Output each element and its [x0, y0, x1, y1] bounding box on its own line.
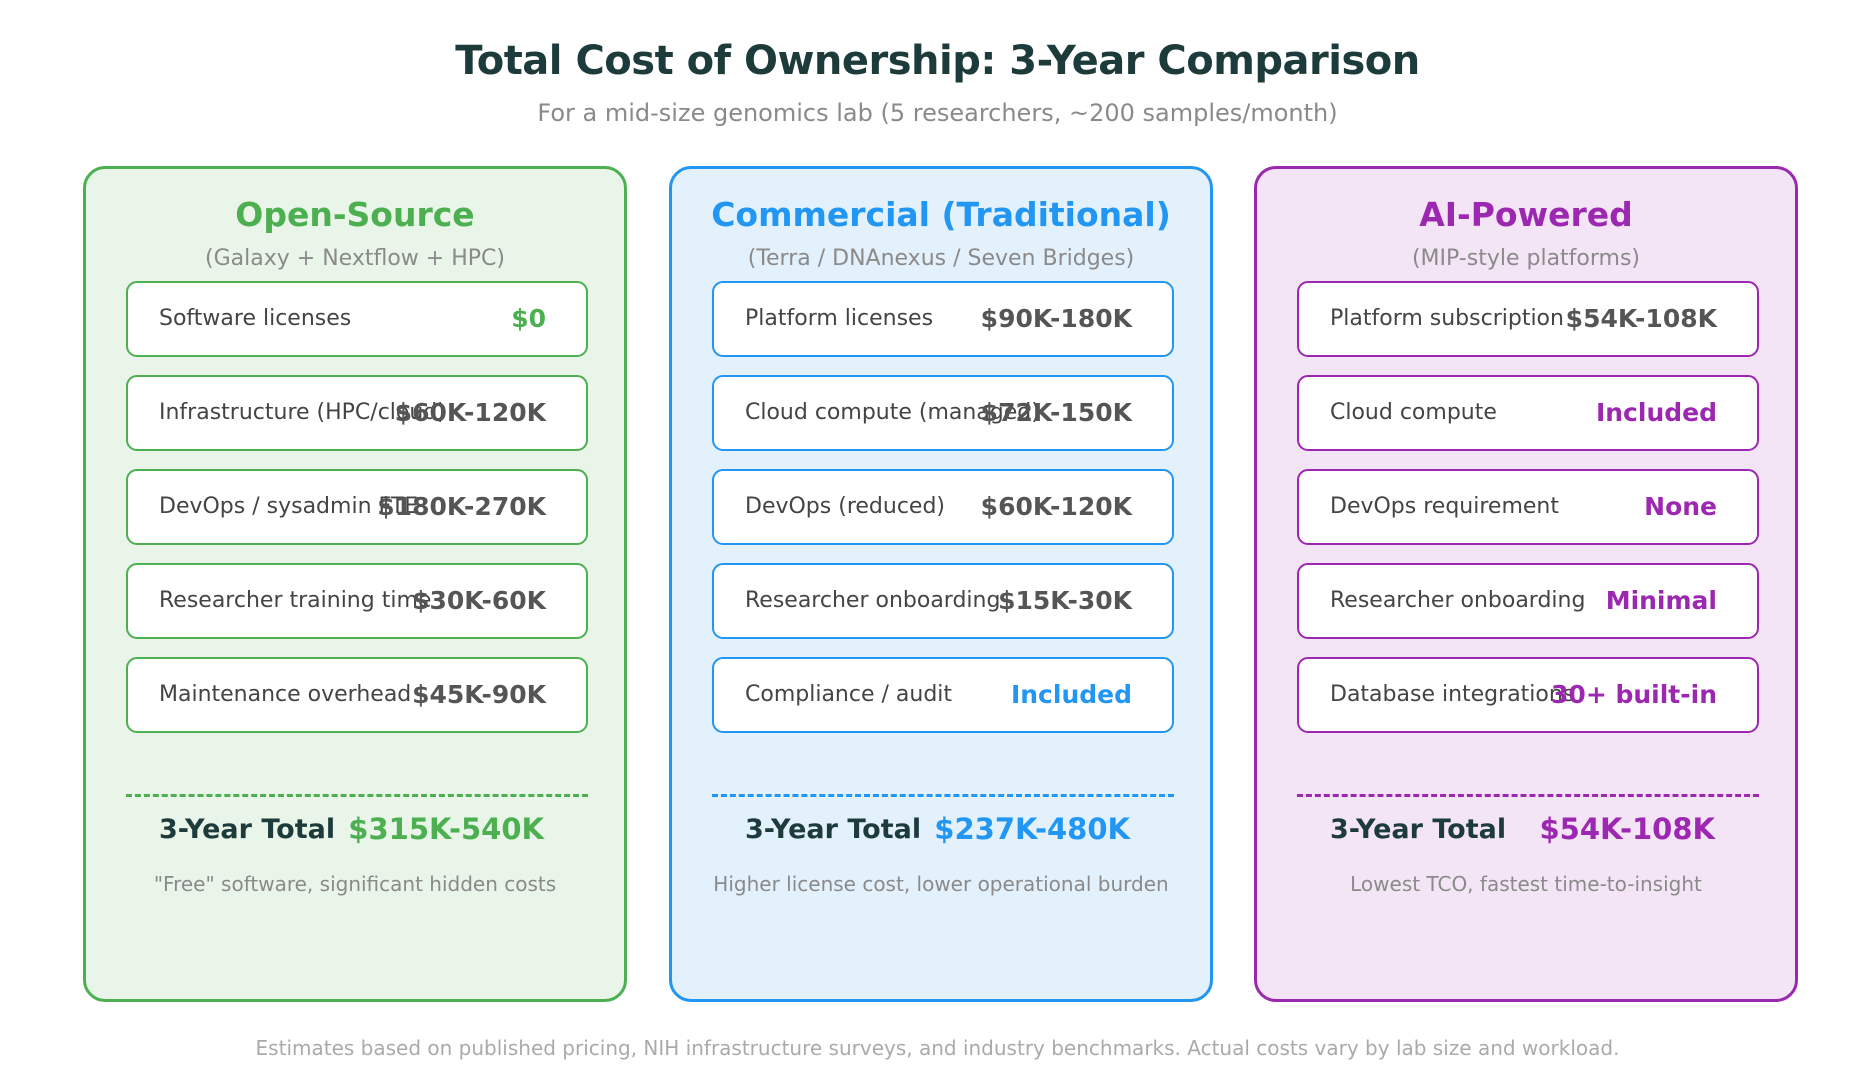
total-value: $315K-540K — [348, 812, 544, 846]
panel-ai-powered: AI-Powered (MIP-style platforms) Platfor… — [1254, 166, 1798, 1002]
dashed-divider — [1297, 794, 1759, 797]
cost-row-compliance: Compliance / audit Included — [712, 657, 1174, 733]
cost-row-value: Minimal — [1605, 586, 1717, 615]
cost-row-maintenance: Maintenance overhead $45K-90K — [126, 657, 588, 733]
panel-note: Lowest TCO, fastest time-to-insight — [1350, 872, 1702, 896]
cost-row-value: $54K-108K — [1565, 304, 1717, 333]
panel-subtitle: (Galaxy + Nextflow + HPC) — [205, 246, 505, 271]
cost-row-devops: DevOps (reduced) $60K-120K — [712, 469, 1174, 545]
cost-row-label: Maintenance overhead — [159, 682, 412, 707]
cost-row-devops: DevOps / sysadmin FTE $180K-270K — [126, 469, 588, 545]
cost-row-label: Researcher training time — [159, 588, 432, 613]
cost-row-value: $72K-150K — [980, 398, 1132, 427]
panel-subtitle: (MIP-style platforms) — [1411, 246, 1641, 271]
dashed-divider — [712, 794, 1174, 797]
cost-row-label: Platform subscription — [1330, 306, 1564, 331]
cost-row-database-integrations: Database integrations 30+ built-in — [1297, 657, 1759, 733]
cost-row-software-licenses: Software licenses $0 — [126, 281, 588, 357]
cost-row-label: Compliance / audit — [745, 682, 953, 707]
cost-row-label: Cloud compute — [1330, 400, 1497, 425]
total-value: $237K-480K — [934, 812, 1130, 846]
cost-row-label: Infrastructure (HPC/cloud) — [159, 400, 446, 425]
total-value: $54K-108K — [1539, 812, 1715, 846]
cost-row-cloud-compute: Cloud compute (managed) $72K-150K — [712, 375, 1174, 451]
total-label: 3-Year Total — [159, 814, 336, 845]
panel-title: Commercial (Traditional) — [711, 195, 1171, 234]
cost-row-value: $15K-30K — [998, 586, 1132, 615]
cost-row-value: $45K-90K — [412, 680, 546, 709]
total-label: 3-Year Total — [1330, 814, 1507, 845]
cost-row-cloud-compute: Cloud compute Included — [1297, 375, 1759, 451]
cost-row-training: Researcher training time $30K-60K — [126, 563, 588, 639]
cost-row-label: Researcher onboarding — [1330, 588, 1586, 613]
cost-row-devops: DevOps requirement None — [1297, 469, 1759, 545]
cost-row-label: Cloud compute (managed) — [745, 400, 1040, 425]
cost-row-infrastructure: Infrastructure (HPC/cloud) $60K-120K — [126, 375, 588, 451]
cost-row-value: Included — [1595, 398, 1717, 427]
panel-title: AI-Powered — [1419, 195, 1633, 234]
panel-title: Open-Source — [235, 195, 475, 234]
cost-row-onboarding: Researcher onboarding Minimal — [1297, 563, 1759, 639]
cost-row-platform-licenses: Platform licenses $90K-180K — [712, 281, 1174, 357]
cost-row-label: Database integrations — [1330, 682, 1575, 707]
cost-row-label: Researcher onboarding — [745, 588, 1001, 613]
cost-row-value: $0 — [511, 304, 546, 333]
panel-note: "Free" software, significant hidden cost… — [153, 872, 557, 896]
panel-commercial: Commercial (Traditional) (Terra / DNAnex… — [669, 166, 1213, 1002]
cost-row-value: $60K-120K — [394, 398, 546, 427]
cost-row-label: Software licenses — [159, 306, 352, 331]
cost-row-value: 30+ built-in — [1551, 680, 1717, 709]
cost-row-label: Platform licenses — [745, 306, 934, 331]
cost-row-label: DevOps (reduced) — [745, 494, 945, 519]
cost-row-value: $30K-60K — [412, 586, 546, 615]
panel-note: Higher license cost, lower operational b… — [713, 872, 1169, 896]
page-title: Total Cost of Ownership: 3-Year Comparis… — [455, 38, 1420, 84]
panel-subtitle: (Terra / DNAnexus / Seven Bridges) — [747, 246, 1135, 271]
total-label: 3-Year Total — [745, 814, 922, 845]
cost-row-label: DevOps / sysadmin FTE — [159, 494, 419, 519]
cost-row-onboarding: Researcher onboarding $15K-30K — [712, 563, 1174, 639]
panel-open-source: Open-Source (Galaxy + Nextflow + HPC) So… — [83, 166, 627, 1002]
cost-row-value: $90K-180K — [980, 304, 1132, 333]
cost-row-label: DevOps requirement — [1330, 494, 1559, 519]
cost-row-value: $180K-270K — [377, 492, 546, 521]
footnote: Estimates based on published pricing, NI… — [255, 1036, 1620, 1060]
page-subtitle: For a mid-size genomics lab (5 researche… — [537, 99, 1338, 127]
cost-row-value: $60K-120K — [980, 492, 1132, 521]
cost-row-value: None — [1644, 492, 1717, 521]
cost-row-value: Included — [1010, 680, 1132, 709]
cost-row-platform-subscription: Platform subscription $54K-108K — [1297, 281, 1759, 357]
dashed-divider — [126, 794, 588, 797]
